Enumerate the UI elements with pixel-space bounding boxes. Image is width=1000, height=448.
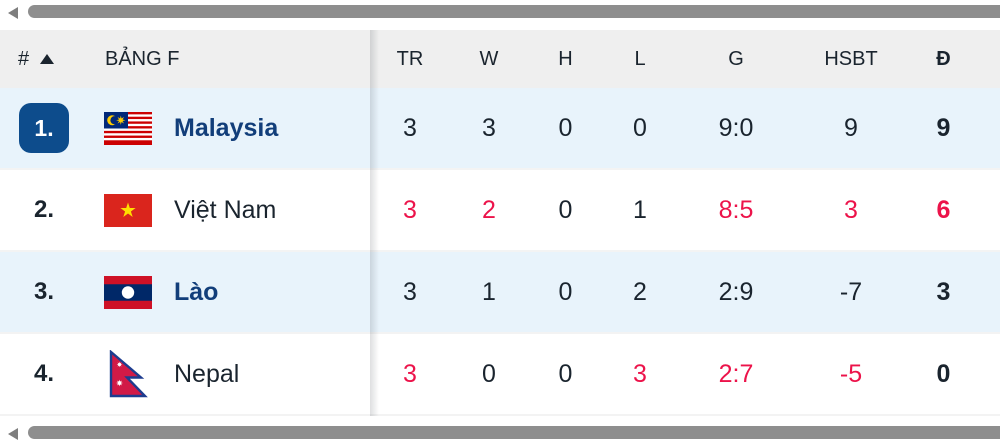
stat-points: 0: [936, 359, 951, 388]
stat-w: 0: [482, 359, 496, 388]
stat-g: 2:7: [718, 359, 754, 388]
malaysia-flag-icon: [104, 111, 152, 145]
horizontal-scrollbar-top[interactable]: [0, 5, 1000, 21]
stat-h: 0: [558, 113, 573, 142]
standings-rows: 1.: [0, 88, 1000, 416]
scrollbar-thumb[interactable]: [28, 5, 1000, 18]
laos-flag-icon: [104, 275, 152, 309]
stat-tr: 3: [403, 277, 417, 306]
rank-header-label: #: [18, 47, 30, 70]
stat-hsbt: 3: [844, 195, 858, 224]
column-header-tr[interactable]: TR: [396, 47, 424, 70]
team-name[interactable]: Lào: [174, 277, 219, 306]
stat-l: 2: [633, 277, 647, 306]
column-header-h[interactable]: H: [558, 47, 573, 70]
rank-label: 1.: [34, 114, 54, 141]
group-header-label: BẢNG F: [105, 47, 180, 70]
stat-hsbt: 9: [844, 113, 858, 142]
rank-cell: 2.: [0, 196, 88, 224]
sort-ascending-icon: [40, 54, 55, 64]
nepal-flag-icon: [104, 350, 152, 398]
rank-column-header[interactable]: #: [0, 48, 88, 71]
column-header-l[interactable]: L: [634, 47, 646, 70]
stat-h: 0: [558, 195, 573, 224]
scroll-left-arrow-icon[interactable]: [8, 428, 18, 440]
rank-badge: 1.: [19, 103, 69, 153]
stat-points: 6: [936, 195, 951, 224]
stat-g: 9:0: [718, 113, 754, 142]
table-header-row: # BẢNG F TR W H L G HSBT Đ: [0, 30, 1000, 88]
stat-g: 2:9: [718, 277, 754, 306]
stat-h: 0: [558, 359, 573, 388]
table-row-malaysia[interactable]: 1.: [0, 88, 1000, 170]
stat-points: 3: [936, 277, 951, 306]
team-cell: Lào: [88, 275, 370, 309]
rank-cell: 1.: [0, 103, 88, 153]
team-cell: Việt Nam: [88, 193, 370, 227]
stat-w: 1: [482, 277, 496, 306]
column-header-hsbt[interactable]: HSBT: [824, 47, 878, 70]
stat-tr: 3: [403, 195, 417, 224]
stat-l: 1: [633, 195, 647, 224]
column-header-w[interactable]: W: [479, 47, 499, 70]
rank-cell: 3.: [0, 278, 88, 306]
team-name[interactable]: Nepal: [174, 359, 240, 388]
stat-tr: 3: [403, 113, 417, 142]
rank-label: 2.: [33, 196, 54, 223]
stat-h: 0: [558, 277, 573, 306]
team-name[interactable]: Malaysia: [174, 113, 279, 142]
team-name[interactable]: Việt Nam: [174, 195, 277, 224]
rank-cell: 4.: [0, 360, 88, 388]
table-row-nepal[interactable]: 4. Nepal 3 0 0 3 2:7 -5 0: [0, 334, 1000, 416]
stat-hsbt: -7: [839, 277, 863, 306]
horizontal-scrollbar-bottom[interactable]: [0, 426, 1000, 442]
table-row-vietnam[interactable]: 2. Việt Nam 3 2 0 1 8:5 3 6: [0, 170, 1000, 252]
rank-label: 3.: [33, 278, 54, 305]
scroll-left-arrow-icon[interactable]: [8, 7, 18, 19]
stat-hsbt: -5: [839, 359, 863, 388]
stat-l: 3: [633, 359, 647, 388]
stat-l: 0: [633, 113, 647, 142]
stat-tr: 3: [403, 359, 417, 388]
team-cell: Malaysia: [88, 111, 370, 145]
team-cell: Nepal: [88, 350, 370, 398]
column-header-d[interactable]: Đ: [936, 47, 951, 70]
rank-label: 4.: [33, 360, 54, 387]
vietnam-flag-icon: [104, 193, 152, 227]
stat-w: 2: [482, 195, 496, 224]
table-row-laos[interactable]: 3. Lào 3 1 0 2 2:9 -7 3: [0, 252, 1000, 334]
column-header-g[interactable]: G: [728, 47, 744, 70]
stat-w: 3: [482, 113, 496, 142]
scrollbar-thumb[interactable]: [28, 426, 1000, 439]
stat-g: 8:5: [718, 195, 754, 224]
stat-points: 9: [936, 113, 951, 142]
